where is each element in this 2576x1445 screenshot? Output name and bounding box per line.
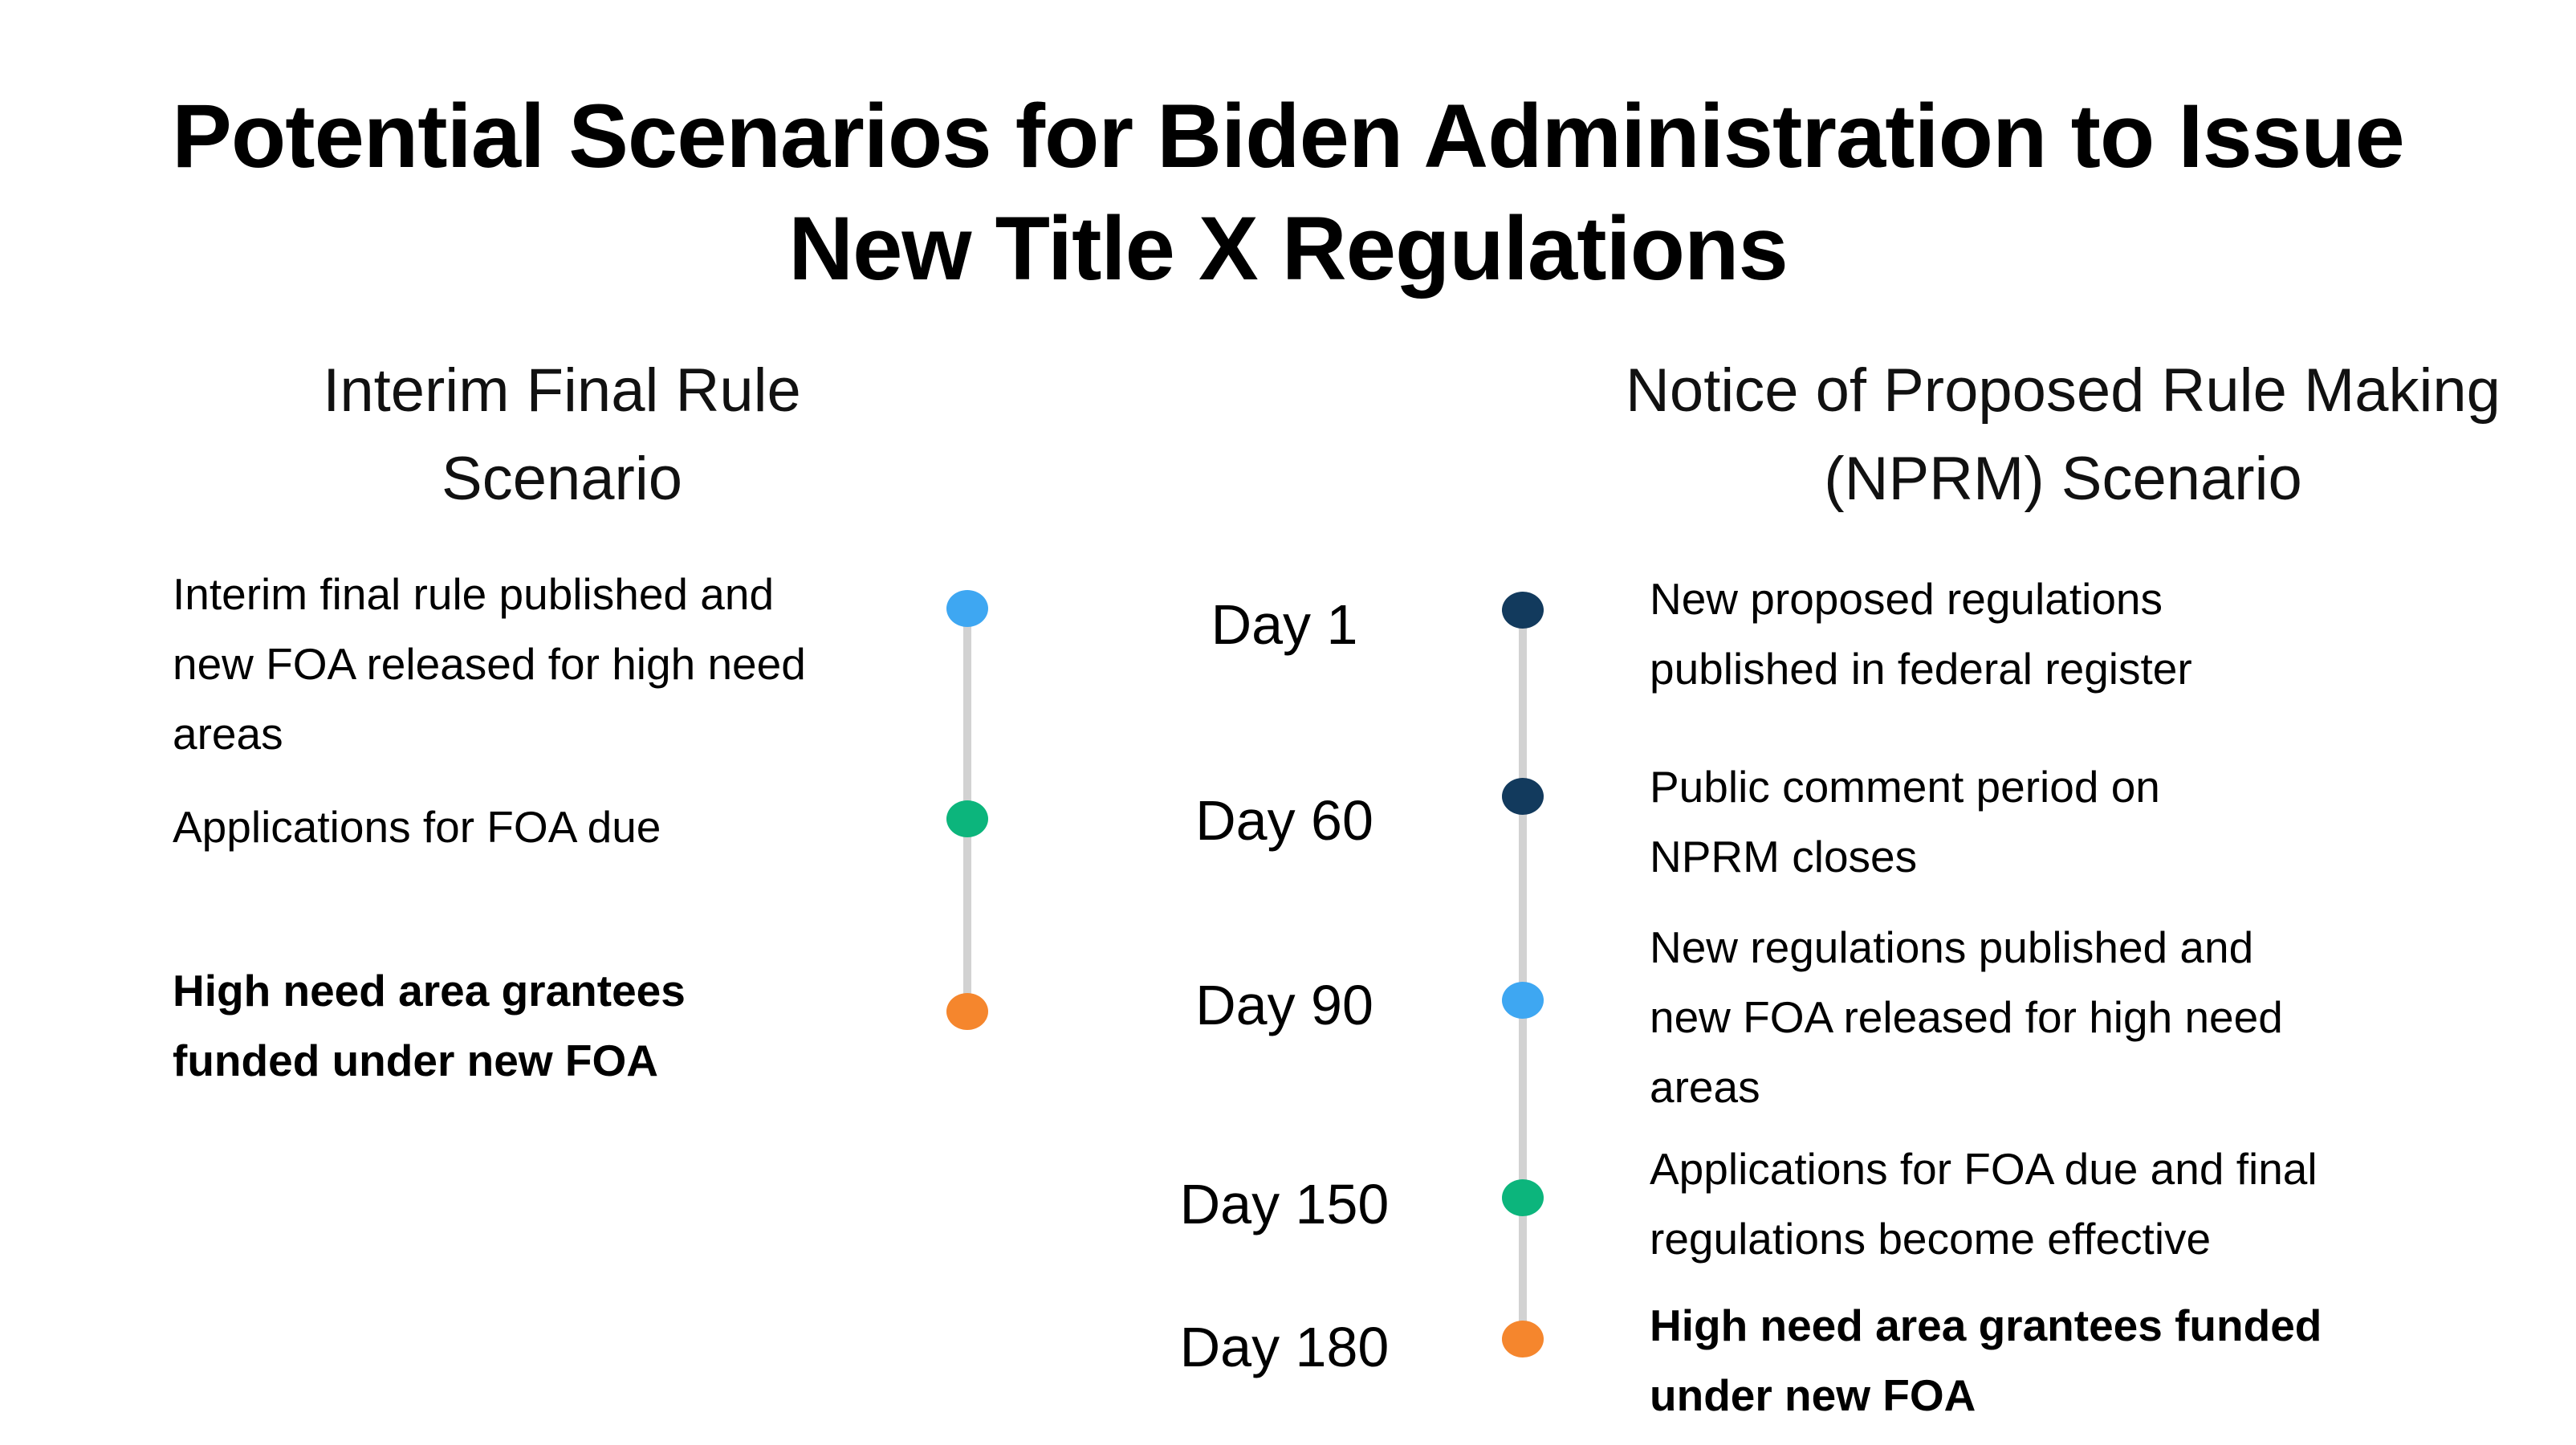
right-timeline-dot-2-navy-icon	[1502, 778, 1544, 815]
right-scenario-header: Notice of Proposed Rule Making (NPRM) Sc…	[1626, 356, 2501, 514]
right-event-proposed-regulations-published: New proposed regulations published in fe…	[1650, 574, 2192, 694]
right-timeline-dot-1-navy-icon	[1502, 592, 1544, 629]
left-event-applications-due: Applications for FOA due	[173, 802, 661, 852]
day-label-90: Day 90	[1195, 974, 1373, 1036]
right-timeline-dot-3-light-blue-icon	[1502, 982, 1544, 1019]
right-event-new-regulations-published: New regulations published and new FOA re…	[1650, 922, 2283, 1112]
left-timeline-dot-1-light-blue-icon	[946, 590, 988, 627]
left-event-grantees-funded: High need area grantees funded under new…	[173, 966, 686, 1085]
left-timeline-dot-2-green-icon	[946, 800, 988, 837]
page-title: Potential Scenarios for Biden Administra…	[172, 86, 2405, 299]
day-label-1: Day 1	[1211, 593, 1358, 656]
day-label-150: Day 150	[1179, 1173, 1390, 1235]
left-event-interim-rule-published: Interim final rule published and new FOA…	[173, 569, 806, 759]
day-label-180: Day 180	[1179, 1316, 1390, 1378]
left-timeline-dot-3-orange-icon	[946, 993, 988, 1030]
right-timeline-dot-4-green-icon	[1502, 1179, 1544, 1216]
right-event-applications-due-final-regs: Applications for FOA due and final regul…	[1650, 1144, 2318, 1264]
right-timeline-dot-5-orange-icon	[1502, 1321, 1544, 1357]
right-timeline-line	[1519, 610, 1527, 1339]
left-scenario-header: Interim Final Rule Scenario	[323, 356, 801, 514]
right-event-grantees-funded: High need area grantees funded under new…	[1650, 1300, 2322, 1420]
right-event-comment-period-closes: Public comment period on NPRM closes	[1650, 762, 2160, 881]
day-label-60: Day 60	[1195, 789, 1373, 852]
